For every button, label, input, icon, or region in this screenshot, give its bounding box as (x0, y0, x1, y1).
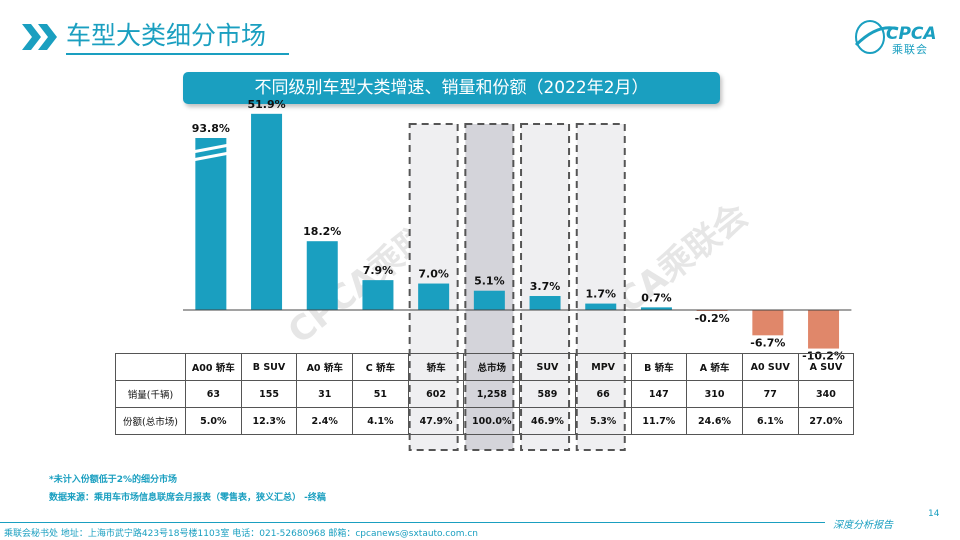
tick-label-3: C 轿车 (352, 353, 409, 381)
table-cell: 27.0% (797, 407, 855, 435)
bar-10 (752, 310, 784, 336)
tick-label-5: 总市场 (463, 353, 521, 381)
table-cell: 46.9% (519, 407, 576, 435)
table-row-label: 销量(千辆) (115, 380, 186, 408)
table-cell: 6.1% (741, 407, 799, 435)
table-cell: 63 (185, 380, 242, 408)
table-row: 份额(总市场) 5.0% 12.3% 2.4% 4.1% 47.9% 100.0% 46.9%… (115, 407, 855, 435)
table-cell: 589 (519, 380, 576, 408)
data-label-0: 93.8% (192, 122, 230, 135)
logo-subtext: 乘联会 (892, 43, 928, 56)
table-cell: 1,258 (463, 380, 521, 408)
tick-label-4: 轿车 (407, 353, 465, 381)
table-cell: 147 (630, 380, 688, 408)
table-cell: 31 (296, 380, 354, 408)
data-table: A00 轿车 B SUV A0 轿车 C 轿车 轿车 总市场 SUV MPV B 轿车 A 轿车 A… (115, 353, 855, 435)
cpca-logo: CPCA (854, 20, 937, 54)
data-label-8: 0.7% (641, 291, 672, 304)
tick-label-9: A 轿车 (686, 353, 743, 381)
bar-7 (585, 303, 617, 310)
data-label-2: 18.2% (303, 225, 341, 238)
data-label-1: 51.9% (247, 98, 285, 111)
bar-5 (473, 290, 505, 310)
data-label-5: 5.1% (474, 275, 505, 288)
table-cell: 155 (240, 380, 298, 408)
table-cell: 12.3% (240, 407, 298, 435)
tick-label-1: B SUV (240, 353, 298, 381)
table-cell: 77 (741, 380, 799, 408)
tick-label-8: B 轿车 (630, 353, 688, 381)
data-label-6: 3.7% (530, 280, 561, 293)
data-label-7: 1.7% (585, 288, 616, 301)
table-cell: 310 (686, 380, 743, 408)
axis-break-mark (192, 143, 230, 154)
logo-text: CPCA (886, 24, 937, 44)
table-cell: 51 (352, 380, 409, 408)
table-cell: 4.1% (352, 407, 409, 435)
table-cell: 2.4% (296, 407, 354, 435)
title-underline (66, 53, 289, 55)
bar-1 (251, 113, 283, 311)
chart-banner: 不同级别车型大类增速、销量和份额（2022年2月） (183, 72, 720, 104)
table-cell: 602 (407, 380, 465, 408)
footnote: *未计入份额低于2%的细分市场 (49, 475, 177, 485)
bar-3 (362, 280, 394, 310)
data-label-3: 7.9% (363, 264, 394, 277)
source-note: 数据来源：乘用车市场信息联席会月报表（零售表，狭义汇总） -终稿 (49, 493, 326, 503)
footer-text: 乘联会秘书处 地址：上海市武宁路423号18号楼1103室 电话：021-526… (4, 529, 479, 539)
table-cell: 24.6% (686, 407, 743, 435)
table-cell: 100.0% (463, 407, 521, 435)
chevron-icon (22, 24, 57, 50)
tick-label-2: A0 轿车 (296, 353, 354, 381)
table-row-label: 份额(总市场) (115, 407, 186, 435)
table-cell: 11.7% (630, 407, 688, 435)
data-label-10: -6.7% (750, 336, 785, 349)
table-corner (115, 353, 186, 381)
tick-label-7: MPV (574, 353, 632, 381)
bar-0 (195, 138, 227, 310)
page-number: 14 (928, 509, 940, 519)
bar-2 (306, 241, 338, 310)
footer-divider (0, 522, 825, 523)
data-label-9: -0.2% (695, 312, 730, 325)
page-title: 车型大类细分市场 (66, 21, 267, 50)
table-cell: 5.0% (185, 407, 242, 435)
bar-8 (640, 307, 672, 310)
table-row: 销量(千辆) 63 155 31 51 602 1,258 589 66 147 310 77 340 (115, 380, 855, 408)
bar-11 (808, 310, 840, 349)
tick-label-11: A SUV (797, 353, 855, 381)
footer-tag: 深度分析报告 (833, 520, 893, 531)
table-cell: 340 (797, 380, 855, 408)
axis-break-mark (192, 151, 230, 162)
table-cell: 47.9% (407, 407, 465, 435)
tick-label-10: A0 SUV (741, 353, 799, 381)
tick-label-6: SUV (519, 353, 576, 381)
table-header-row: A00 轿车 B SUV A0 轿车 C 轿车 轿车 总市场 SUV MPV B 轿车 A 轿车 A… (115, 353, 855, 381)
table-cell: 5.3% (574, 407, 632, 435)
tick-label-0: A00 轿车 (185, 353, 242, 381)
table-cell: 66 (574, 380, 632, 408)
bar-4 (418, 283, 450, 310)
data-label-4: 7.0% (418, 268, 449, 281)
bar-6 (529, 296, 561, 310)
